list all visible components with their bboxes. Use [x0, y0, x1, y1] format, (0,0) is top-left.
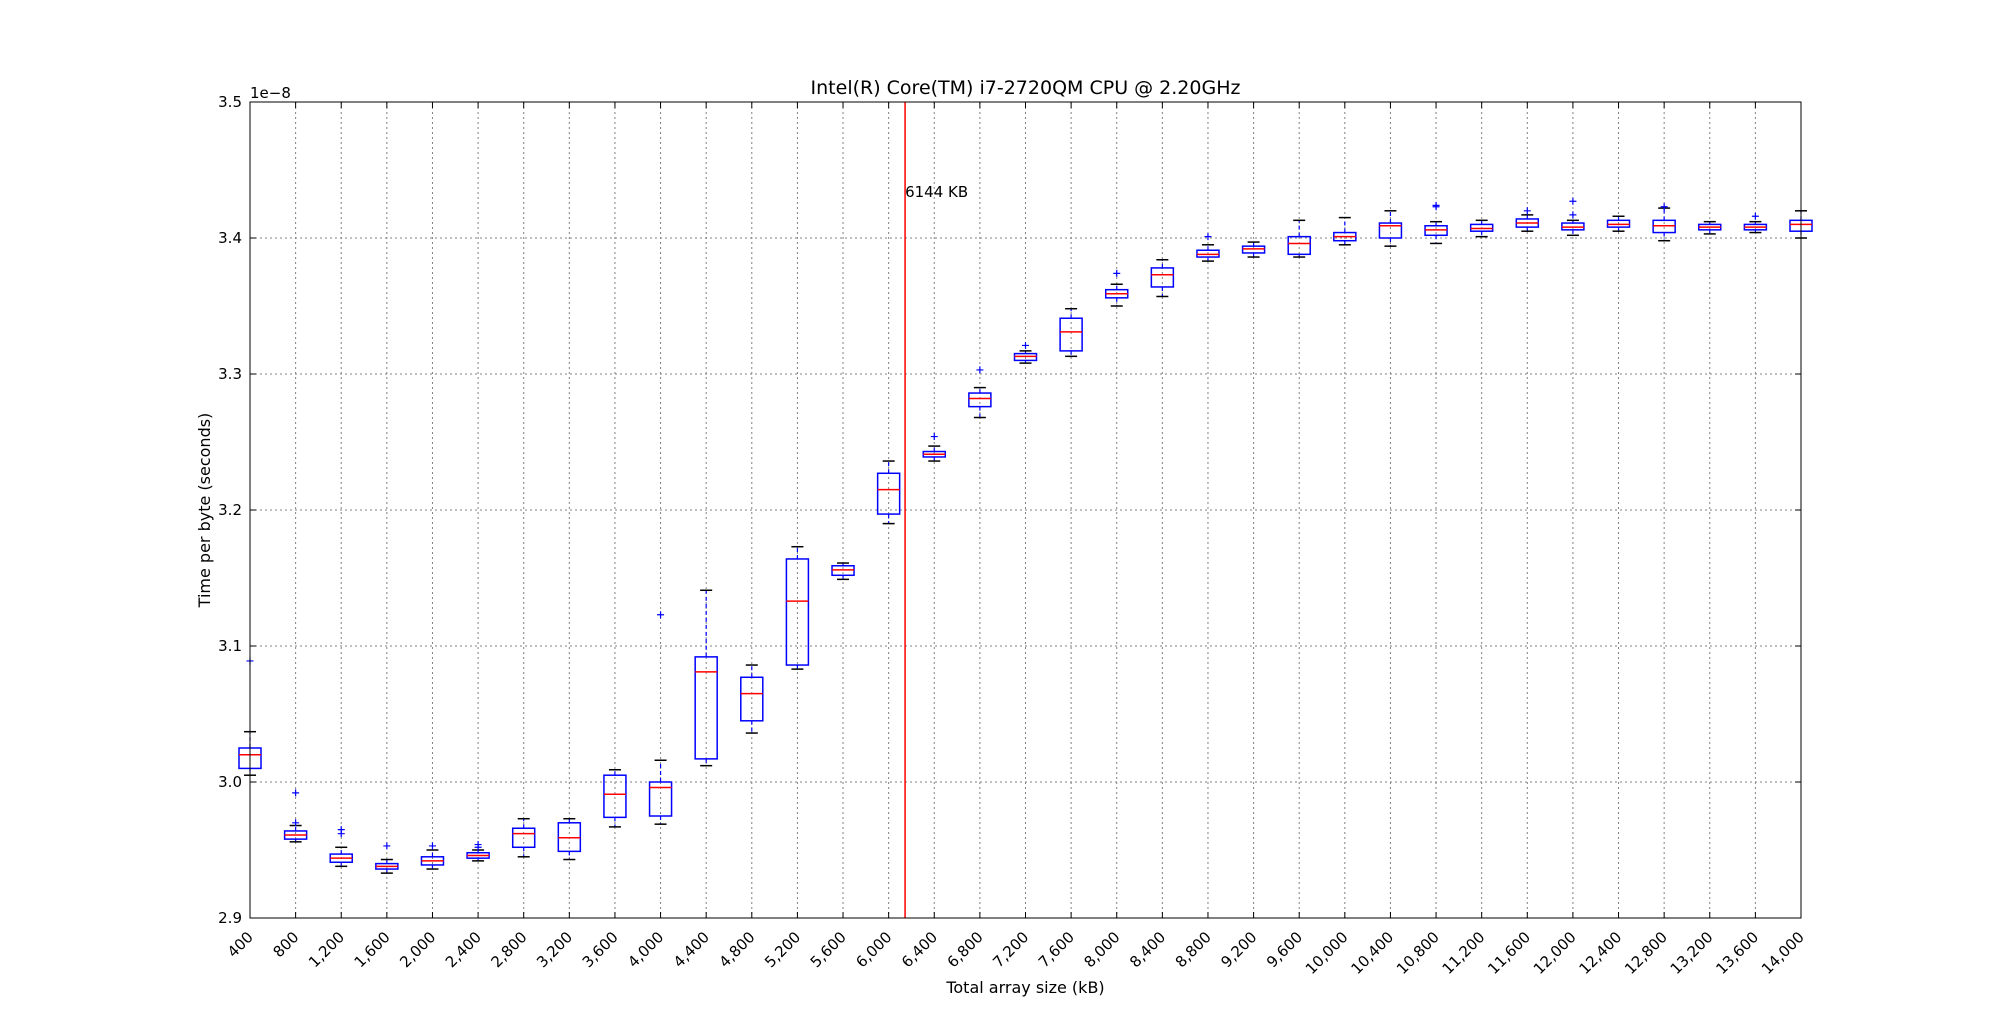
- reference-line-group: 6144 KB: [904, 102, 968, 918]
- box-3200: [557, 817, 582, 861]
- flier-point: [292, 819, 300, 827]
- x-axis-label: Total array size (kB): [945, 978, 1104, 997]
- box-13600: [1743, 212, 1768, 234]
- flier-point: [1022, 341, 1029, 349]
- y-tick-label: 3.4: [218, 229, 242, 247]
- box-body: [1059, 317, 1083, 352]
- box-7200: [1013, 341, 1038, 364]
- flier-point: [474, 841, 482, 849]
- flier-point: [292, 789, 300, 797]
- box-11600: [1515, 207, 1540, 232]
- box-2800: [511, 817, 536, 858]
- box-3600: [603, 769, 627, 828]
- box-body: [1287, 235, 1311, 256]
- box-body: [694, 656, 718, 760]
- box-11200: [1469, 219, 1494, 238]
- box-body: [785, 558, 810, 666]
- flier-point: [930, 433, 938, 441]
- box-4800: [740, 664, 764, 734]
- y-tick-label: 3.1: [218, 637, 242, 655]
- box-6000: [876, 460, 901, 525]
- box-800: [283, 789, 308, 843]
- box-body: [648, 781, 673, 817]
- flier-point: [1569, 197, 1577, 205]
- y-axis: 2.9 3.0 3.1 3.2 3.3 3.4 3.5: [218, 93, 1801, 927]
- flier-point: [1204, 233, 1212, 241]
- box-body: [603, 774, 627, 819]
- flier-point: [1523, 207, 1531, 215]
- box-8800: [1196, 233, 1220, 262]
- box-9200: [1241, 241, 1266, 258]
- flier-point: [1113, 269, 1121, 277]
- flier-point: [337, 826, 345, 834]
- box-2000: [420, 842, 445, 870]
- box-4000: [648, 611, 673, 825]
- flier-point: [428, 842, 436, 850]
- box-body: [876, 472, 901, 515]
- box-body: [968, 392, 992, 408]
- cache-size-label: 6144 KB: [905, 183, 968, 201]
- y-tick-label: 3.5: [218, 93, 242, 111]
- y-tick-label: 3.3: [218, 365, 242, 383]
- box-9600: [1287, 219, 1311, 258]
- box-body: [511, 827, 536, 849]
- box-5200: [785, 545, 810, 670]
- box-4400: [694, 589, 718, 767]
- box-8000: [1104, 269, 1129, 307]
- box-1200: [329, 826, 353, 868]
- box-10800: [1424, 201, 1448, 245]
- box-8400: [1150, 259, 1175, 298]
- box-12000: [1561, 197, 1585, 237]
- box-10400: [1378, 210, 1403, 247]
- flier-point: [1751, 212, 1759, 220]
- box-body: [1378, 222, 1403, 239]
- flier-point: [383, 842, 391, 850]
- box-12800: [1652, 203, 1676, 242]
- box-10000: [1333, 216, 1357, 246]
- flier-point: [1569, 211, 1577, 219]
- box-12400: [1606, 215, 1631, 232]
- y-tick-label: 3.0: [218, 773, 242, 791]
- y-tick-label: 3.2: [218, 501, 242, 519]
- box-series: [238, 197, 1813, 874]
- box-7600: [1059, 307, 1083, 358]
- box-5600: [831, 562, 855, 581]
- flier-point: [1660, 203, 1668, 211]
- box-body: [1150, 267, 1175, 288]
- box-2400: [466, 841, 490, 862]
- y-axis-exponent-label: 1e−8: [250, 84, 291, 102]
- box-6800: [968, 366, 992, 419]
- flier-point: [1432, 201, 1440, 209]
- chart-title: Intel(R) Core(TM) i7-2720QM CPU @ 2.20GH…: [811, 77, 1241, 99]
- flier-point: [657, 611, 665, 619]
- flier-point: [976, 366, 984, 374]
- box-13200: [1698, 220, 1722, 235]
- y-tick-label: 2.9: [218, 909, 242, 927]
- box-1600: [375, 842, 399, 874]
- box-body: [740, 676, 764, 722]
- y-axis-label: Time per byte (seconds): [195, 413, 214, 609]
- box-6400: [922, 433, 947, 462]
